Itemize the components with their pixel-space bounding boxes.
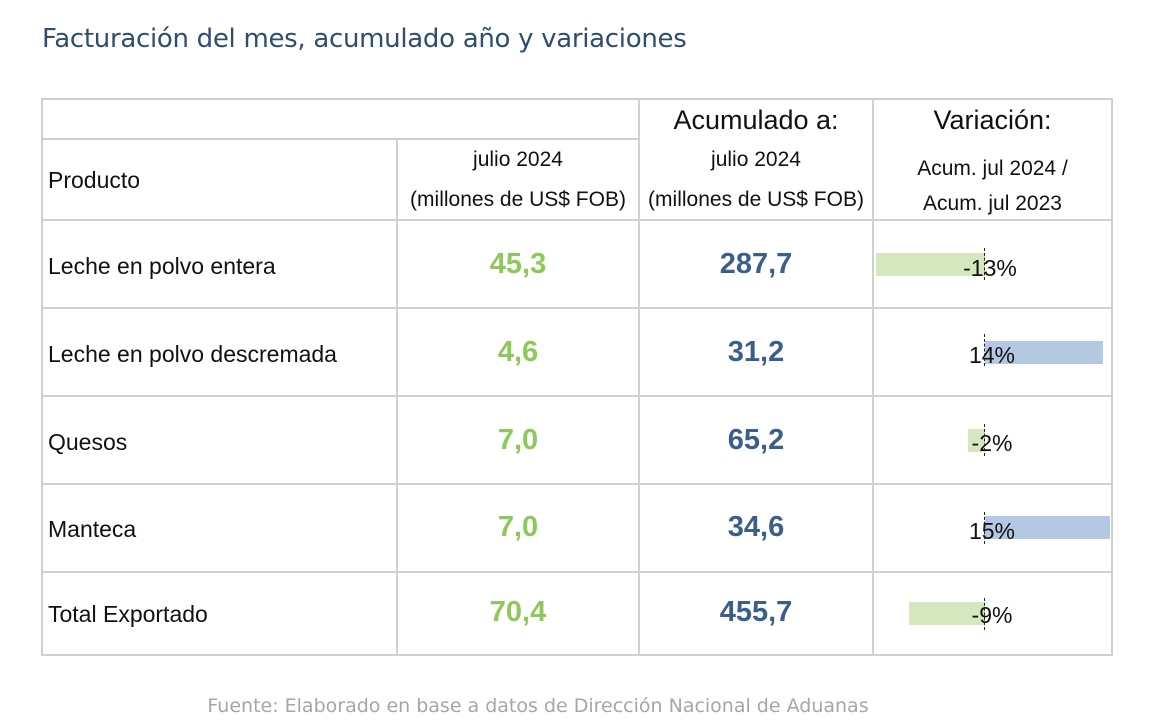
header-accum-line1: julio 2024 [711, 148, 801, 171]
zero-axis [984, 248, 985, 280]
grid-line [41, 307, 1113, 309]
row-product: Quesos [48, 429, 128, 455]
variation-bar [985, 516, 1110, 539]
variation-bar [909, 602, 985, 625]
variation-bar [875, 253, 985, 276]
grid-line [41, 483, 1113, 485]
row-product: Manteca [48, 516, 137, 542]
row-variation: -2% [971, 430, 1013, 456]
row-accum-value: 34,6 [727, 511, 785, 543]
header-variation-line1: Acum. jul 2024 / [917, 157, 1068, 180]
row-variation: -9% [971, 602, 1013, 628]
header-variation-title: Variación: [933, 105, 1052, 135]
row-product: Total Exportado [48, 601, 208, 627]
row-month-value: 70,4 [489, 596, 547, 628]
row-variation: 15% [968, 518, 1016, 544]
grid-line [396, 139, 398, 656]
grid-line [41, 138, 638, 140]
variation-bar [985, 341, 1103, 364]
header-month-line2: (millones de US$ FOB) [410, 188, 626, 211]
zero-axis [984, 598, 985, 630]
header-product: Producto [48, 167, 141, 193]
data-table [41, 98, 1113, 656]
grid-line [872, 98, 874, 656]
variation-bar [968, 429, 985, 452]
zero-axis [984, 424, 985, 456]
row-month-value: 7,0 [497, 424, 539, 456]
zero-axis [984, 334, 985, 366]
row-accum-value: 287,7 [719, 248, 793, 280]
page-title: Facturación del mes, acumulado año y var… [42, 24, 687, 54]
row-month-value: 45,3 [489, 248, 547, 280]
row-accum-value: 65,2 [727, 424, 785, 456]
row-month-value: 4,6 [497, 336, 539, 368]
grid-line [41, 219, 1113, 221]
zero-axis [984, 512, 985, 544]
source-note: Fuente: Elaborado en base a datos de Dir… [207, 695, 869, 717]
header-accum-title: Acumulado a: [673, 105, 839, 135]
row-product: Leche en polvo descremada [48, 341, 337, 367]
row-variation: -13% [963, 255, 1017, 281]
header-month-line1: julio 2024 [473, 148, 563, 171]
row-accum-value: 31,2 [727, 336, 785, 368]
header-accum-line2: (millones de US$ FOB) [648, 188, 864, 211]
row-variation: 14% [968, 342, 1016, 368]
row-month-value: 7,0 [497, 511, 539, 543]
row-accum-value: 455,7 [719, 596, 793, 628]
row-product: Leche en polvo entera [48, 253, 276, 279]
grid-line [41, 395, 1113, 397]
header-variation-line2: Acum. jul 2023 [923, 192, 1062, 215]
grid-line [41, 571, 1113, 573]
grid-line [638, 98, 640, 656]
